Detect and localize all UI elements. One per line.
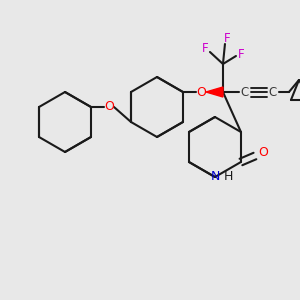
- Text: H: H: [223, 170, 232, 184]
- Text: F: F: [202, 41, 208, 55]
- Text: C: C: [241, 85, 249, 98]
- Text: C: C: [269, 85, 277, 98]
- Text: N: N: [210, 170, 220, 184]
- Text: F: F: [224, 32, 230, 44]
- Text: O: O: [258, 146, 268, 160]
- Text: F: F: [238, 47, 244, 61]
- Text: O: O: [196, 85, 206, 98]
- Text: O: O: [104, 100, 114, 113]
- Polygon shape: [206, 87, 223, 97]
